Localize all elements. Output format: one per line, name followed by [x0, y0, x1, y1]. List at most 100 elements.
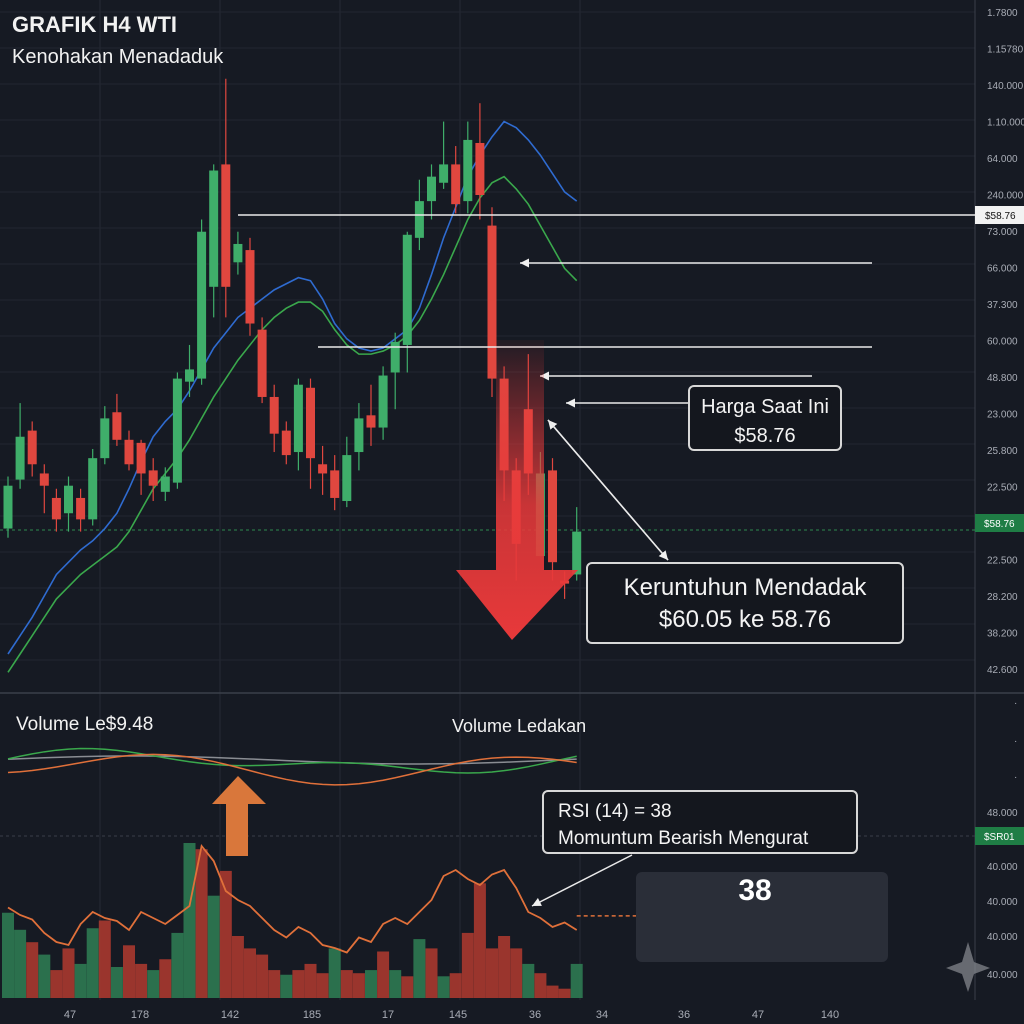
- candle-body: [293, 384, 303, 453]
- candle-body: [27, 430, 37, 465]
- price-axis-tick: 22.500: [987, 483, 1018, 494]
- volume-bar: [534, 973, 547, 998]
- candle-body: [124, 439, 134, 465]
- candle-body: [160, 476, 170, 492]
- volume-burst-label: Volume Ledakan: [452, 716, 587, 736]
- candle-body: [39, 473, 49, 486]
- time-axis-tick: 140: [821, 1009, 839, 1021]
- volume-bar: [86, 928, 99, 998]
- price-axis-tick: 28.200: [987, 592, 1018, 603]
- lower-axis-tick: 40.000: [987, 862, 1018, 873]
- time-axis-tick: 178: [131, 1009, 149, 1021]
- candle-body: [463, 139, 473, 202]
- volume-label: Volume Le$9.48: [16, 714, 154, 735]
- rsi-tag: $SR01: [984, 832, 1015, 843]
- candle-body: [306, 387, 315, 459]
- current-price-callout: Harga Saat Ini $58.76: [688, 385, 842, 451]
- current-price-value: $58.76: [734, 425, 796, 447]
- lower-axis-tick: 40.000: [987, 897, 1018, 908]
- volume-bar: [546, 985, 559, 998]
- candle-body: [51, 497, 61, 520]
- time-axis-tick: 36: [678, 1009, 690, 1021]
- time-axis: 47 178 142 185 17 145 36 34 36 47 140: [64, 1009, 839, 1021]
- volume-bar: [135, 963, 148, 998]
- volume-bar: [268, 970, 281, 998]
- price-axis-tick: 37.300: [987, 300, 1018, 311]
- volume-bar: [2, 912, 14, 998]
- price-tag-lower-bg: [975, 514, 1024, 532]
- volume-bar: [510, 948, 523, 998]
- price-tag-lower: $58.76: [984, 519, 1015, 530]
- price-axis-tick: 25.800: [987, 446, 1018, 457]
- time-axis-tick: 47: [752, 1009, 764, 1021]
- lower-axis-tick-small: ·: [1014, 736, 1017, 747]
- volume-bar: [377, 951, 390, 998]
- candle-body: [257, 329, 267, 397]
- candle-body: [148, 470, 158, 486]
- rsi-callout: RSI (14) = 38 Momuntum Bearish Mengurat: [542, 790, 858, 854]
- candle-body: [100, 418, 110, 459]
- chart-subtitle: Kenohakan Menadaduk: [12, 46, 224, 68]
- candle-body: [233, 243, 243, 263]
- price-axis-tick: 48.800: [987, 373, 1018, 384]
- volume-bar: [38, 954, 51, 998]
- volume-bar: [340, 970, 353, 998]
- price-axis-tick: 66.000: [987, 264, 1018, 275]
- price-axis: 1.7800 1.15780 140.000 1.10.000 64.000 240.00…: [975, 8, 1024, 981]
- volume-bar: [183, 843, 196, 998]
- crash-title: Keruntuhun Mendadak: [623, 574, 867, 601]
- time-axis-tick: 17: [382, 1009, 394, 1021]
- crash-detail: $60.05 ke 58.76: [658, 606, 832, 633]
- volume-bar: [328, 948, 341, 998]
- lower-axis-tick: 48.000: [987, 808, 1018, 819]
- volume-bar: [413, 939, 426, 998]
- candle-body: [475, 142, 485, 195]
- candle-body: [245, 250, 255, 324]
- volume-bar: [256, 954, 269, 998]
- candle-body: [378, 375, 388, 428]
- volume-bar: [195, 849, 208, 998]
- candle-body: [402, 234, 412, 345]
- rsi-line-1: RSI (14) = 38: [558, 801, 672, 822]
- price-axis-tick: 73.000: [987, 227, 1018, 238]
- volume-bar: [219, 870, 232, 998]
- candle-body: [221, 164, 231, 287]
- volume-bar: [522, 963, 535, 998]
- volume-bar: [110, 967, 123, 998]
- lower-axis-tick-small: ·: [1014, 698, 1017, 709]
- candle-body: [414, 201, 424, 238]
- candlesticks: [3, 78, 582, 599]
- time-axis-tick: 47: [64, 1009, 76, 1021]
- price-axis-tick: 1.15780: [987, 45, 1024, 56]
- candle-body: [354, 418, 364, 453]
- volume-bar: [304, 963, 317, 998]
- volume-bar: [98, 920, 111, 998]
- candle-body: [439, 164, 449, 183]
- time-axis-tick: 145: [449, 1009, 467, 1021]
- price-axis-tick: 22.500: [987, 556, 1018, 567]
- volume-bar: [389, 970, 402, 998]
- volume-bar: [352, 973, 365, 998]
- indicator-orange-line: [7, 753, 577, 786]
- price-axis-tick: 23.000: [987, 410, 1018, 421]
- crash-callout: Keruntuhun Mendadak $60.05 ke 58.76: [586, 562, 904, 644]
- candle-body: [427, 176, 436, 202]
- price-tag-bg: [975, 206, 1024, 224]
- price-axis-tick: 140.000: [987, 81, 1024, 92]
- candle-body: [281, 430, 291, 456]
- price-axis-tick: 1.10.000: [987, 118, 1024, 129]
- volume-bar: [147, 970, 160, 998]
- candle-body: [3, 485, 13, 529]
- price-tag: $58.76: [985, 211, 1016, 222]
- volume-up-arrow: [212, 776, 266, 856]
- time-axis-tick: 34: [596, 1009, 608, 1021]
- volume-bar: [449, 973, 462, 998]
- volume-bar: [486, 948, 498, 998]
- candle-body: [342, 455, 352, 501]
- annotation-overlay: [212, 214, 990, 992]
- volume-bar: [26, 942, 39, 998]
- volume-bars: [2, 843, 583, 998]
- volume-bar: [570, 963, 583, 998]
- candle-body: [112, 412, 122, 440]
- volume-bar: [437, 976, 450, 998]
